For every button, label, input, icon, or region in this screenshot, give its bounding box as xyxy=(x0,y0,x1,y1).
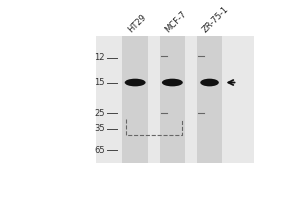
Bar xyxy=(122,36,148,163)
Text: 65: 65 xyxy=(94,146,105,155)
Ellipse shape xyxy=(200,79,219,86)
Ellipse shape xyxy=(125,79,146,86)
Bar xyxy=(197,36,222,163)
Text: HT29: HT29 xyxy=(127,13,148,35)
Text: ZR-75-1: ZR-75-1 xyxy=(201,5,231,35)
Text: MCF-7: MCF-7 xyxy=(164,10,189,35)
Bar xyxy=(160,36,185,163)
Text: 12: 12 xyxy=(94,53,105,62)
Bar xyxy=(96,36,254,163)
Ellipse shape xyxy=(162,79,183,86)
Text: 35: 35 xyxy=(94,124,105,133)
Text: 15: 15 xyxy=(94,78,105,87)
Text: 25: 25 xyxy=(94,109,105,118)
